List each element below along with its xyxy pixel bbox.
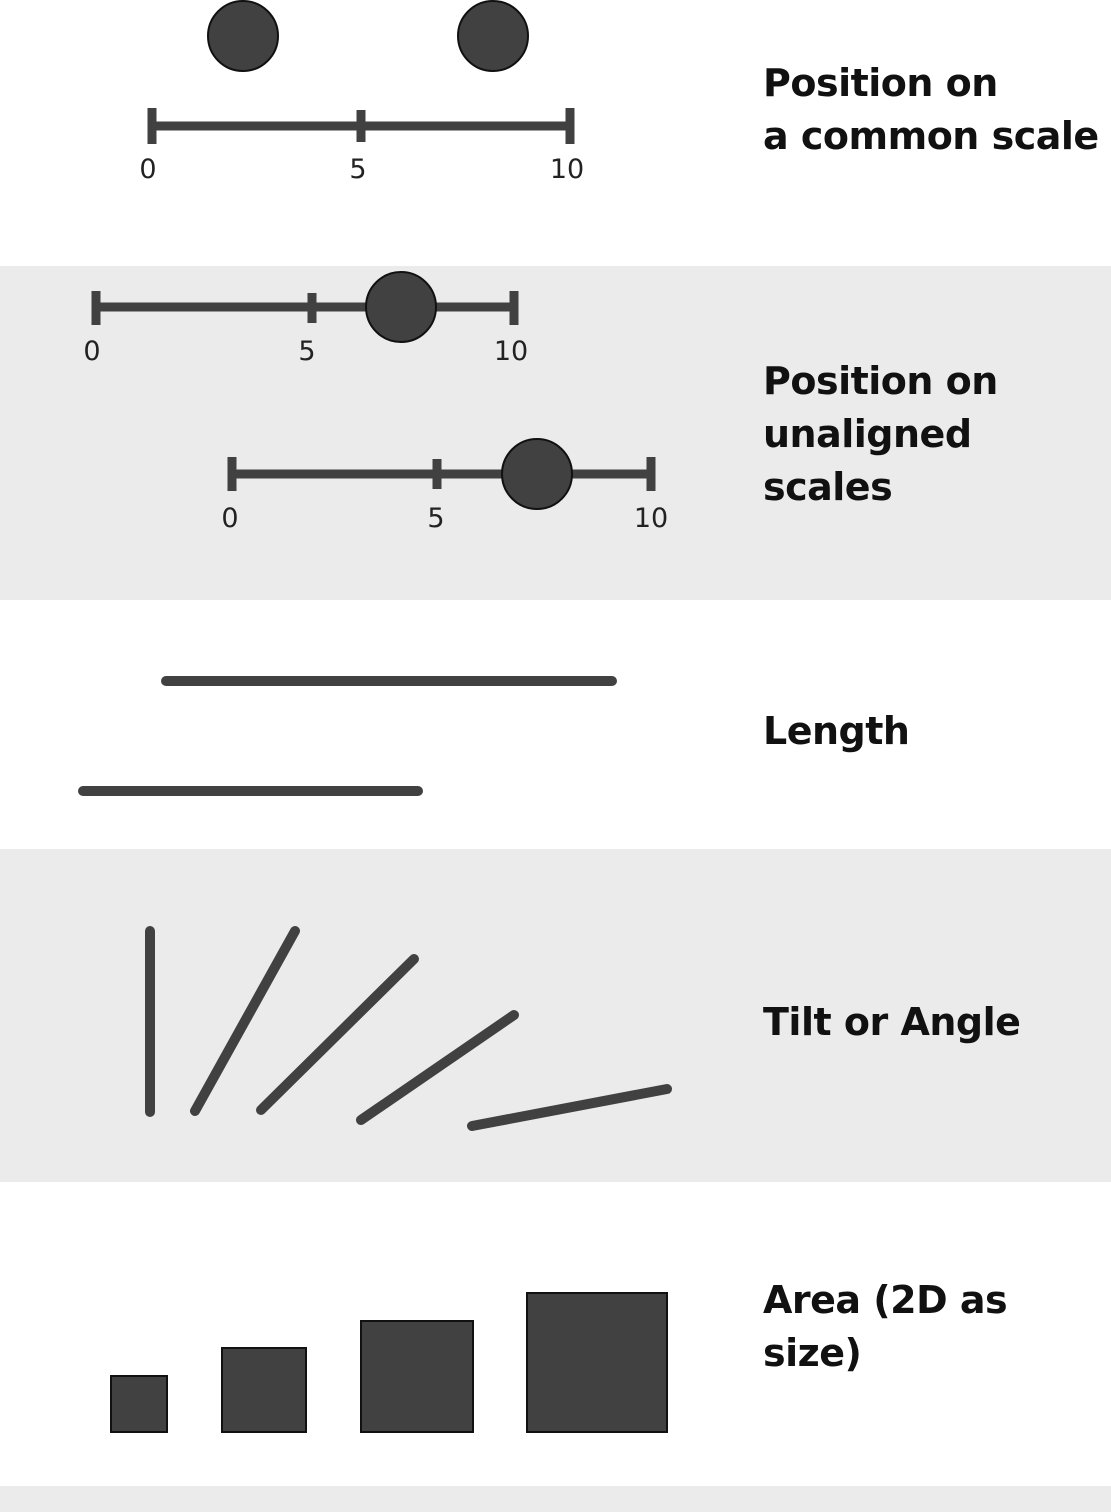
tilt-line [356,1010,519,1125]
band-common-scale [0,0,1111,266]
tick-label: 10 [634,503,668,534]
tilt-line [256,954,419,1115]
unaligned-axis-top [91,291,519,325]
tick-label: 10 [494,336,528,367]
unaligned-axis-bottom [227,457,656,491]
band-unaligned-scales [0,266,1111,600]
tick-label: 0 [221,503,238,534]
label-common-scale: Position on a common scale [763,61,1099,158]
band-length [0,600,1111,849]
unaligned-scale-bottom [227,438,656,510]
common-scale-dot [207,0,279,72]
label-tilt: Tilt or Angle [763,1000,1021,1044]
area-square [526,1292,668,1433]
tilt-group [145,926,672,1131]
tick-label: 0 [139,154,156,185]
tilt-line [190,926,300,1116]
area-square [360,1320,474,1433]
tick-label: 10 [550,154,584,185]
tick-label: 0 [83,336,100,367]
unaligned-scale-top [91,271,519,343]
tick-labels: 0 5 10 0 5 10 0 5 10 [83,154,668,534]
area-square [110,1375,168,1433]
label-area: Area (2D as size) [763,1278,1008,1375]
common-scale-axis [147,108,575,144]
unaligned-dot-bottom [501,438,573,510]
common-scale-group [147,0,575,144]
unaligned-dot-top [365,271,437,343]
tick-label: 5 [298,336,315,367]
label-length: Length [763,709,910,753]
tilt-line [467,1084,672,1131]
area-group [110,1292,668,1433]
band-next [0,1486,1111,1512]
length-group [78,676,617,796]
band-tilt [0,849,1111,1182]
tick-label: 5 [349,154,366,185]
area-square [221,1347,307,1433]
tick-label: 5 [427,503,444,534]
label-unaligned-scales: Position on unaligned scales [763,359,998,509]
common-scale-dot [457,0,529,72]
